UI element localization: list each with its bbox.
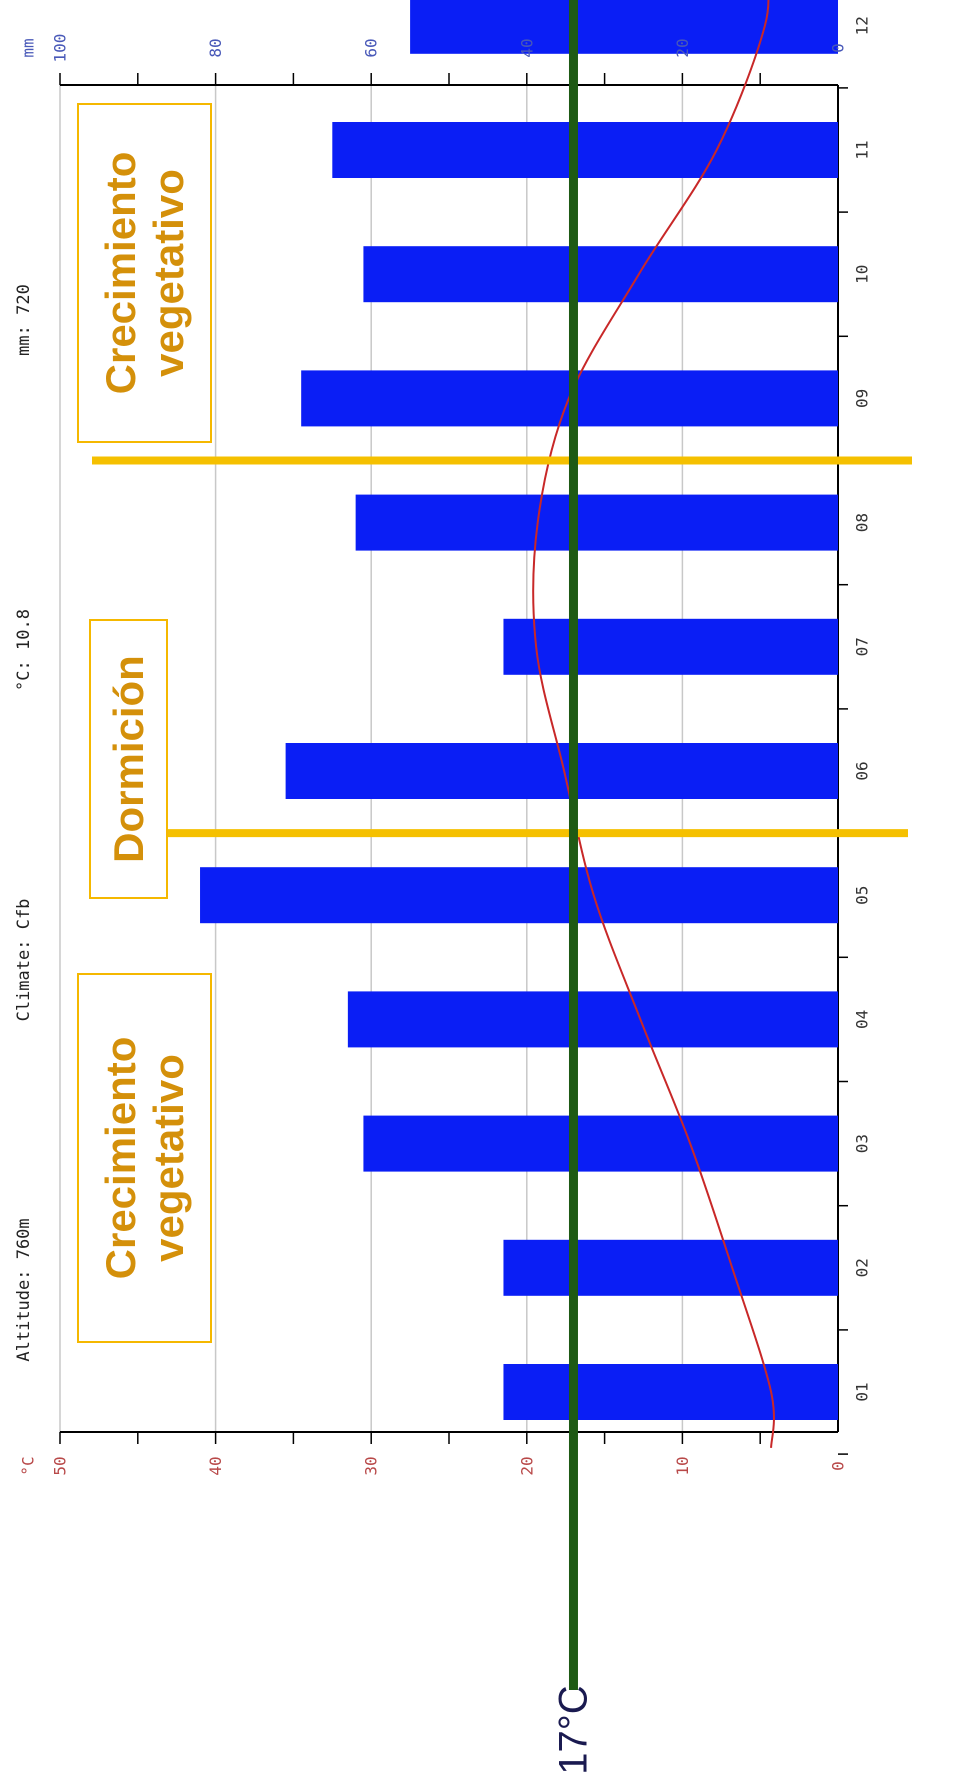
header-climate: Climate: Cfb bbox=[14, 899, 34, 1022]
annotation-box-2 bbox=[89, 619, 168, 899]
temp-tick-label: 20 bbox=[517, 1456, 536, 1475]
month-label-07: 07 bbox=[853, 637, 872, 656]
precipitation-bar-06 bbox=[285, 743, 838, 799]
precipitation-bar-11 bbox=[332, 122, 838, 178]
annotation-box-3 bbox=[77, 103, 212, 443]
temp-tick-label: 10 bbox=[673, 1456, 692, 1475]
temperature-curve bbox=[532, 0, 775, 1448]
header-annual-precip: mm: 720 bbox=[14, 284, 34, 356]
precip-tick-label: 60 bbox=[362, 38, 381, 57]
precipitation-bars bbox=[200, 0, 839, 1420]
temp-tick-label: 30 bbox=[362, 1456, 381, 1475]
month-label-01: 01 bbox=[853, 1382, 872, 1401]
precipitation-bar-10 bbox=[363, 246, 838, 303]
month-label-03: 03 bbox=[853, 1134, 872, 1153]
annotation-box-1-text: vegetativo bbox=[145, 1054, 192, 1262]
month-label-12: 12 bbox=[853, 16, 872, 35]
annotation-box-3-text: Crecimiento bbox=[97, 152, 144, 395]
month-label-05: 05 bbox=[853, 886, 872, 905]
header-mean-temp: °C: 10.8 bbox=[14, 609, 34, 691]
month-label-08: 08 bbox=[853, 513, 872, 532]
annotation-box-1 bbox=[77, 973, 212, 1343]
month-label-06: 06 bbox=[853, 761, 872, 780]
precipitation-bar-12 bbox=[410, 0, 838, 54]
annotation-box-2-text: Dormición bbox=[105, 655, 152, 863]
month-label-02: 02 bbox=[853, 1258, 872, 1277]
precip-tick-label: 100 bbox=[51, 34, 70, 63]
precipitation-bar-03 bbox=[363, 1115, 838, 1172]
precipitation-bar-02 bbox=[503, 1239, 838, 1296]
precipitation-bar-08 bbox=[355, 494, 838, 551]
precipitation-bar-04 bbox=[347, 991, 838, 1048]
precip-axis-unit: mm bbox=[19, 38, 38, 57]
precip-tick-label: 20 bbox=[673, 38, 692, 57]
month-label-11: 11 bbox=[853, 140, 872, 159]
month-label-04: 04 bbox=[853, 1010, 872, 1029]
precip-tick-label: 40 bbox=[517, 38, 536, 57]
precip-tick-label: 0 bbox=[829, 43, 848, 53]
tick-labels: 0 10 20 30 40 50 °C 0 20 40 60 80 100 mm 01 02 03 04 05 06 0… bbox=[19, 16, 872, 1475]
precip-tick-label: 80 bbox=[206, 38, 225, 57]
temp-tick-label: 50 bbox=[51, 1456, 70, 1475]
header-altitude: Altitude: 760m bbox=[14, 1218, 34, 1361]
precipitation-bar-01 bbox=[503, 1364, 838, 1420]
precipitation-bar-07 bbox=[503, 618, 838, 675]
temp-tick-label: 0 bbox=[829, 1461, 848, 1471]
month-label-10: 10 bbox=[853, 265, 872, 284]
month-label-09: 09 bbox=[853, 389, 872, 408]
annotation-box-1-text: Crecimiento bbox=[97, 1037, 144, 1280]
temp-axis-unit: °C bbox=[19, 1456, 38, 1475]
threshold-label: 17°C bbox=[551, 1685, 595, 1773]
temp-tick-label: 40 bbox=[206, 1456, 225, 1475]
header-info: Altitude: 760m Climate: Cfb °C: 10.8 mm: 72… bbox=[14, 284, 34, 1361]
temperature-line bbox=[532, 0, 775, 1448]
annotation-box-3-text: vegetativo bbox=[145, 169, 192, 377]
precipitation-bar-05 bbox=[200, 867, 839, 924]
